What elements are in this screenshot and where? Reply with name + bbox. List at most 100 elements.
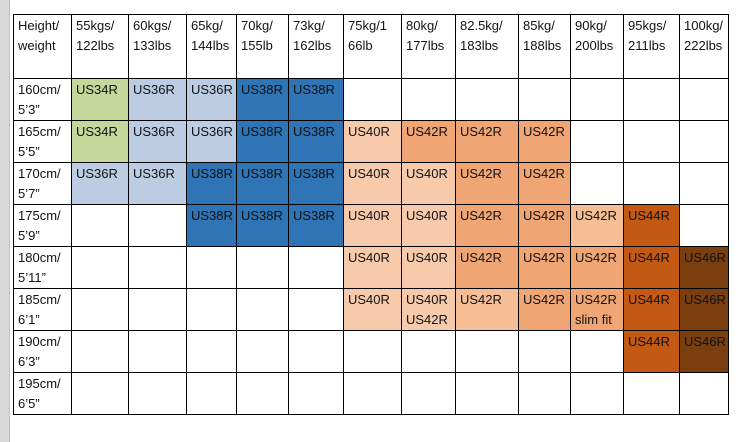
size-cell: US44R (623, 288, 680, 331)
size-cell: US34R (71, 120, 129, 163)
height-row-label: 170cm/ 5’7” (13, 162, 72, 205)
table-row: 195cm/ 6’5” (13, 372, 729, 415)
empty-cell (518, 330, 571, 373)
empty-cell (679, 78, 729, 121)
empty-cell (236, 330, 289, 373)
empty-cell (236, 372, 289, 415)
size-cell: US46R (679, 288, 729, 331)
header-row: Height/ weight 55kgs/ 122lbs 60kgs/ 133lbs… (13, 14, 729, 79)
weight-column-header: 95kgs/ 211lbs (623, 14, 680, 79)
height-row-label: 165cm/ 5’5” (13, 120, 72, 163)
table-body: 160cm/ 5’3” US34R US36R US36R US38R US38R 165c… (13, 78, 729, 415)
size-cell: US34R (71, 78, 129, 121)
size-cell: US42R (455, 120, 519, 163)
size-cell: US40R US42R (401, 288, 456, 331)
weight-column-header: 90kg/ 200lbs (570, 14, 624, 79)
weight-column-header: 73kg/ 162lbs (288, 14, 344, 79)
table-row: 185cm/ 6’1” US40R US40R US42R US42R US42R US4… (13, 288, 729, 331)
empty-cell (288, 330, 344, 373)
empty-cell (186, 288, 237, 331)
size-cell: US40R (343, 246, 402, 289)
empty-cell (186, 330, 237, 373)
size-cell: US36R (71, 162, 129, 205)
empty-cell (401, 78, 456, 121)
empty-cell (71, 372, 129, 415)
height-row-label: 195cm/ 6’5” (13, 372, 72, 415)
empty-cell (623, 162, 680, 205)
table-row: 165cm/ 5’5” US34R US36R US36R US38R US38R US40… (13, 120, 729, 163)
weight-column-header: 100kg/ 222lbs (679, 14, 729, 79)
size-cell: US38R (288, 120, 344, 163)
size-cell: US40R (401, 204, 456, 247)
size-cell: US42R slim fit (570, 288, 624, 331)
empty-cell (679, 372, 729, 415)
table-row: 160cm/ 5’3” US34R US36R US36R US38R US38R (13, 78, 729, 121)
size-cell: US38R (288, 204, 344, 247)
size-cell: US42R (518, 162, 571, 205)
size-cell: US40R (343, 162, 402, 205)
empty-cell (623, 120, 680, 163)
height-row-label: 185cm/ 6’1” (13, 288, 72, 331)
empty-cell (570, 162, 624, 205)
empty-cell (71, 204, 129, 247)
size-cell: US40R (401, 162, 456, 205)
empty-cell (570, 372, 624, 415)
size-cell: US36R (186, 78, 237, 121)
weight-column-header: 82.5kg/ 183lbs (455, 14, 519, 79)
size-cell: US38R (236, 204, 289, 247)
empty-cell (71, 330, 129, 373)
size-cell: US36R (128, 78, 187, 121)
empty-cell (679, 204, 729, 247)
weight-column-header: 60kgs/ 133lbs (128, 14, 187, 79)
table-row: 175cm/ 5’9” US38R US38R US38R US40R US40R US42… (13, 204, 729, 247)
empty-cell (71, 288, 129, 331)
empty-cell (71, 246, 129, 289)
height-row-label: 160cm/ 5’3” (13, 78, 72, 121)
size-cell: US42R (455, 204, 519, 247)
size-cell: US42R (518, 204, 571, 247)
empty-cell (401, 330, 456, 373)
empty-cell (128, 288, 187, 331)
size-cell: US44R (623, 204, 680, 247)
size-cell: US42R (570, 204, 624, 247)
empty-cell (401, 372, 456, 415)
empty-cell (343, 372, 402, 415)
page-edge (0, 0, 10, 442)
empty-cell (288, 372, 344, 415)
empty-cell (343, 330, 402, 373)
size-cell: US40R (401, 246, 456, 289)
size-cell: US38R (186, 162, 237, 205)
empty-cell (570, 78, 624, 121)
size-cell: US46R (679, 246, 729, 289)
size-cell: US38R (236, 78, 289, 121)
table-row: 190cm/ 6’3” US44R US46R (13, 330, 729, 373)
weight-column-header: 55kgs/ 122lbs (71, 14, 129, 79)
height-row-label: 180cm/ 5’11” (13, 246, 72, 289)
empty-cell (288, 288, 344, 331)
empty-cell (518, 78, 571, 121)
size-cell: US38R (236, 120, 289, 163)
size-cell: US42R (518, 246, 571, 289)
weight-column-header: 75kg/1 66lb (343, 14, 402, 79)
weight-column-header: 85kg/ 188lbs (518, 14, 571, 79)
empty-cell (236, 246, 289, 289)
empty-cell (570, 120, 624, 163)
empty-cell (455, 372, 519, 415)
height-row-label: 190cm/ 6’3” (13, 330, 72, 373)
empty-cell (128, 372, 187, 415)
empty-cell (186, 246, 237, 289)
empty-cell (623, 78, 680, 121)
size-cell: US36R (128, 120, 187, 163)
empty-cell (186, 372, 237, 415)
height-row-label: 175cm/ 5’9” (13, 204, 72, 247)
size-cell: US40R (343, 120, 402, 163)
empty-cell (455, 78, 519, 121)
size-cell: US42R (455, 162, 519, 205)
empty-cell (288, 246, 344, 289)
size-cell: US42R (401, 120, 456, 163)
weight-column-header: 80kg/ 177lbs (401, 14, 456, 79)
size-cell: US36R (128, 162, 187, 205)
size-cell: US38R (288, 78, 344, 121)
empty-cell (679, 162, 729, 205)
empty-cell (343, 78, 402, 121)
